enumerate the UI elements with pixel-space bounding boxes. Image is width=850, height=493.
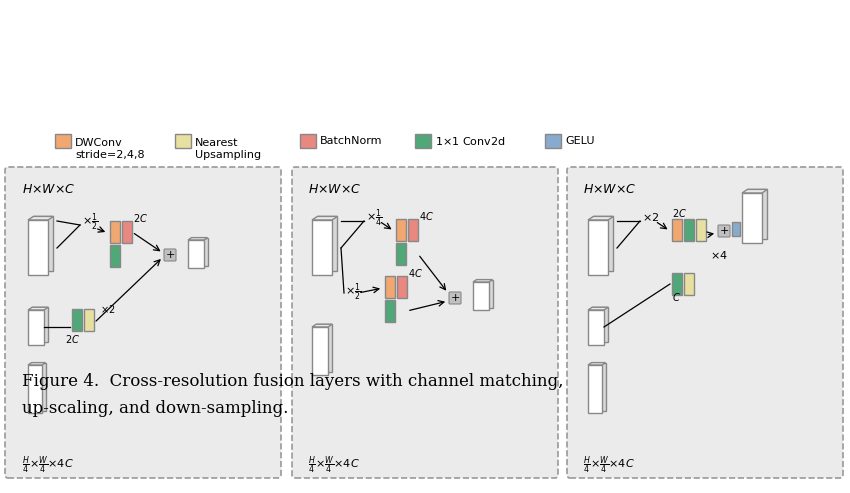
Polygon shape bbox=[312, 327, 328, 375]
Text: +: + bbox=[719, 226, 728, 236]
FancyBboxPatch shape bbox=[732, 222, 740, 236]
FancyBboxPatch shape bbox=[396, 243, 406, 265]
Text: +: + bbox=[450, 293, 460, 303]
Polygon shape bbox=[188, 238, 207, 240]
Polygon shape bbox=[477, 280, 493, 308]
Text: $\times 4$: $\times 4$ bbox=[710, 249, 728, 261]
Polygon shape bbox=[588, 307, 609, 310]
Polygon shape bbox=[188, 240, 204, 268]
FancyBboxPatch shape bbox=[696, 219, 706, 241]
Text: $4C$: $4C$ bbox=[408, 267, 423, 279]
Text: $2C$: $2C$ bbox=[672, 207, 687, 219]
Polygon shape bbox=[28, 362, 46, 365]
FancyBboxPatch shape bbox=[72, 309, 82, 331]
FancyBboxPatch shape bbox=[567, 167, 843, 478]
Polygon shape bbox=[31, 362, 46, 411]
Text: +: + bbox=[165, 250, 175, 260]
Text: $\frac{H}{4}$$\times$$\frac{W}{4}$$\times$$4C$: $\frac{H}{4}$$\times$$\frac{W}{4}$$\time… bbox=[583, 454, 635, 476]
FancyBboxPatch shape bbox=[164, 249, 176, 261]
Polygon shape bbox=[28, 216, 54, 220]
Text: $\times\frac{1}{2}$: $\times\frac{1}{2}$ bbox=[82, 211, 99, 233]
FancyBboxPatch shape bbox=[300, 134, 316, 148]
Text: $\times\frac{1}{2}$: $\times\frac{1}{2}$ bbox=[345, 281, 361, 303]
Text: BatchNorm: BatchNorm bbox=[320, 136, 382, 146]
FancyBboxPatch shape bbox=[122, 221, 132, 243]
Polygon shape bbox=[473, 280, 493, 282]
FancyBboxPatch shape bbox=[175, 134, 191, 148]
FancyBboxPatch shape bbox=[110, 245, 120, 267]
Polygon shape bbox=[28, 220, 48, 275]
Text: $\frac{H}{4}$$\times$$\frac{W}{4}$$\times$$4C$: $\frac{H}{4}$$\times$$\frac{W}{4}$$\time… bbox=[308, 454, 360, 476]
Polygon shape bbox=[593, 216, 614, 272]
FancyBboxPatch shape bbox=[672, 219, 682, 241]
FancyBboxPatch shape bbox=[545, 134, 561, 148]
Polygon shape bbox=[588, 216, 614, 220]
FancyBboxPatch shape bbox=[684, 219, 694, 241]
Text: Figure 4.  Cross-resolution fusion layers with channel matching,
up-scaling, and: Figure 4. Cross-resolution fusion layers… bbox=[22, 373, 564, 418]
Text: $\frac{H}{4}$$\times$$\frac{W}{4}$$\times$$4C$: $\frac{H}{4}$$\times$$\frac{W}{4}$$\time… bbox=[22, 454, 74, 476]
Text: $C$: $C$ bbox=[672, 291, 681, 303]
Text: $2C$: $2C$ bbox=[65, 333, 80, 345]
Polygon shape bbox=[32, 307, 48, 342]
FancyBboxPatch shape bbox=[397, 276, 407, 298]
Text: GELU: GELU bbox=[565, 136, 594, 146]
Polygon shape bbox=[742, 189, 768, 193]
Polygon shape bbox=[747, 189, 768, 240]
Text: $H$$\times$$W$$\times$$C$: $H$$\times$$W$$\times$$C$ bbox=[308, 183, 361, 196]
Text: 1$\times$1 Conv2d: 1$\times$1 Conv2d bbox=[435, 135, 506, 147]
FancyBboxPatch shape bbox=[55, 134, 71, 148]
Polygon shape bbox=[317, 216, 337, 272]
Polygon shape bbox=[588, 220, 608, 275]
Polygon shape bbox=[588, 365, 602, 413]
FancyBboxPatch shape bbox=[449, 292, 461, 304]
Polygon shape bbox=[473, 282, 489, 310]
Polygon shape bbox=[588, 362, 605, 365]
Polygon shape bbox=[312, 324, 332, 327]
FancyBboxPatch shape bbox=[84, 309, 94, 331]
Polygon shape bbox=[742, 193, 762, 243]
Polygon shape bbox=[312, 220, 332, 275]
Polygon shape bbox=[592, 362, 605, 411]
Text: $\times 2$: $\times 2$ bbox=[642, 211, 660, 223]
Polygon shape bbox=[316, 324, 332, 372]
Polygon shape bbox=[191, 238, 207, 266]
Polygon shape bbox=[28, 310, 44, 345]
FancyBboxPatch shape bbox=[292, 167, 558, 478]
Text: $H$$\times$$W$$\times$$C$: $H$$\times$$W$$\times$$C$ bbox=[583, 183, 637, 196]
Text: DWConv
stride=2,4,8: DWConv stride=2,4,8 bbox=[75, 138, 144, 160]
FancyBboxPatch shape bbox=[396, 219, 406, 241]
FancyBboxPatch shape bbox=[415, 134, 431, 148]
FancyBboxPatch shape bbox=[385, 276, 395, 298]
Polygon shape bbox=[33, 216, 54, 272]
FancyBboxPatch shape bbox=[5, 167, 281, 478]
Text: $H$$\times$$W$$\times$$C$: $H$$\times$$W$$\times$$C$ bbox=[22, 183, 76, 196]
FancyBboxPatch shape bbox=[385, 300, 395, 322]
Polygon shape bbox=[592, 307, 609, 342]
Text: $\times 2$: $\times 2$ bbox=[100, 303, 116, 315]
Polygon shape bbox=[28, 365, 42, 413]
Text: Nearest
Upsampling: Nearest Upsampling bbox=[195, 138, 261, 160]
Polygon shape bbox=[588, 310, 604, 345]
FancyBboxPatch shape bbox=[408, 219, 418, 241]
Text: $2C$: $2C$ bbox=[133, 212, 148, 224]
Polygon shape bbox=[312, 216, 337, 220]
FancyBboxPatch shape bbox=[718, 225, 730, 237]
FancyBboxPatch shape bbox=[684, 273, 694, 295]
Text: $4C$: $4C$ bbox=[419, 210, 434, 222]
Polygon shape bbox=[28, 307, 48, 310]
FancyBboxPatch shape bbox=[110, 221, 120, 243]
Text: $\times\frac{1}{4}$: $\times\frac{1}{4}$ bbox=[366, 207, 383, 229]
FancyBboxPatch shape bbox=[672, 273, 682, 295]
